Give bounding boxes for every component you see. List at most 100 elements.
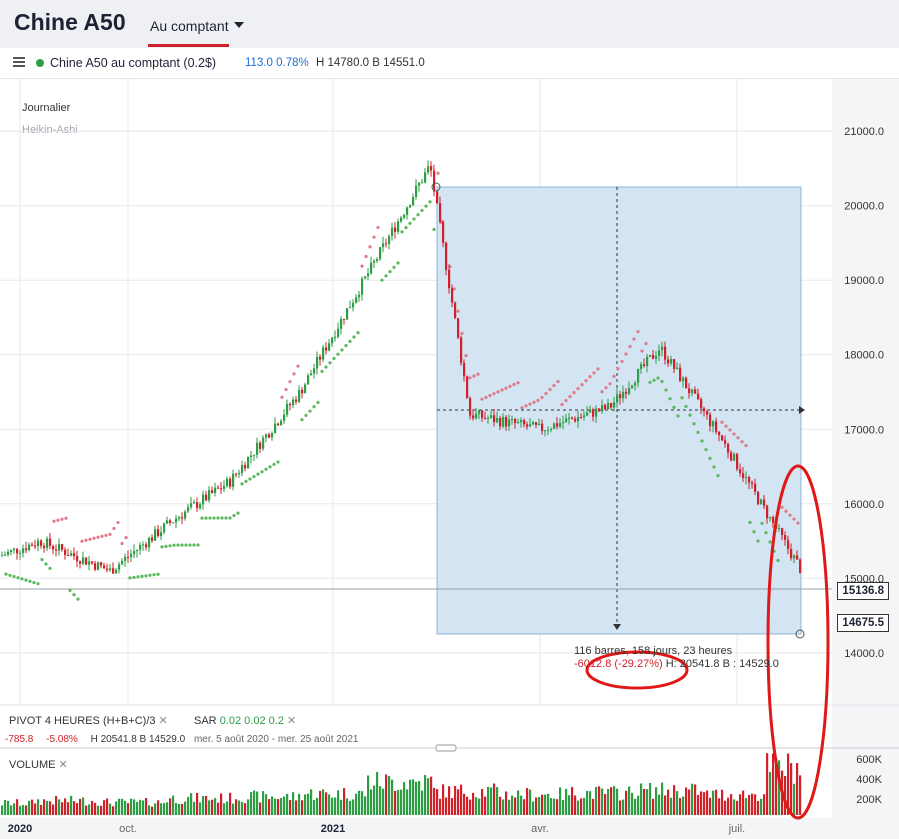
candle-body — [28, 544, 31, 551]
volume-bar — [460, 784, 463, 815]
sar-dot — [640, 349, 644, 353]
volume-bar — [520, 795, 523, 815]
sar-dot — [276, 460, 280, 464]
chevron-down-icon[interactable] — [234, 22, 244, 28]
volume-bar — [361, 791, 364, 815]
sar-dot — [144, 574, 148, 578]
y-tick-label: 16000.0 — [844, 499, 884, 511]
candle-body — [664, 346, 667, 360]
candle-body — [445, 242, 448, 270]
volume-bar — [586, 790, 589, 815]
close-icon[interactable]: ✕ — [158, 715, 168, 727]
candle-body — [790, 548, 793, 559]
volume-indicator[interactable]: VOLUME ✕ — [9, 758, 68, 771]
sar-dot — [436, 171, 440, 175]
candle-body — [643, 364, 646, 366]
instrument-name[interactable]: Chine A50 au comptant (0.2$) — [50, 56, 217, 70]
candle-body — [574, 418, 577, 422]
candle-body — [139, 544, 142, 550]
volume-bar — [178, 803, 181, 815]
volume-bar — [700, 791, 703, 815]
volume-bar — [25, 805, 28, 815]
candle-body — [478, 410, 481, 414]
candle-body — [622, 391, 625, 399]
candle-body — [361, 278, 364, 295]
candle-body — [514, 419, 517, 424]
arrow-down-icon — [613, 624, 621, 630]
volume-bar — [34, 803, 37, 815]
volume-bar — [778, 760, 781, 815]
candle-body — [268, 434, 271, 438]
candle-body — [358, 294, 361, 298]
candle-body — [271, 433, 274, 438]
pivot-label: PIVOT — [9, 715, 42, 727]
sar-dot — [636, 330, 640, 334]
volume-bar — [97, 805, 100, 815]
volume-bar — [523, 799, 526, 815]
timeframe-label[interactable]: Journalier — [22, 102, 71, 114]
stat-pct: -5.08% — [46, 734, 78, 745]
volume-bar — [319, 790, 322, 815]
volume-bar — [466, 796, 469, 815]
pivot-indicator[interactable]: PIVOT 4 HEURES (H+B+C)/3 ✕ — [9, 714, 168, 727]
market-status-icon — [36, 59, 44, 67]
close-icon[interactable]: ✕ — [287, 715, 297, 727]
sar-dot — [616, 367, 620, 371]
volume-bar — [232, 803, 235, 815]
volume-bar — [499, 796, 502, 815]
sar-dot — [492, 392, 496, 396]
volume-bar — [118, 798, 121, 815]
candle-body — [19, 553, 22, 555]
candle-body — [781, 528, 784, 536]
volume-bar — [289, 799, 292, 815]
sar-dot — [296, 364, 300, 368]
candle-body — [679, 367, 682, 382]
measure-end-handle — [795, 629, 805, 639]
candle-body — [409, 205, 412, 208]
candle-body — [280, 420, 283, 426]
candle-body — [193, 502, 196, 504]
sar-indicator[interactable]: SAR 0.02 0.02 0.2 ✕ — [194, 714, 296, 727]
candle-body — [256, 442, 259, 455]
candle-body — [403, 214, 406, 218]
stat-high: H 20541.8 — [90, 734, 137, 745]
candle-body — [439, 203, 442, 222]
volume-bar — [769, 772, 772, 815]
sar-dot — [532, 400, 536, 404]
candle-body — [214, 487, 217, 493]
volume-bar — [28, 800, 31, 815]
sar-dot — [664, 388, 668, 392]
chart-style-label[interactable]: Heikin-Ashi — [22, 124, 78, 136]
volume-bar — [490, 787, 493, 815]
tab-spot[interactable]: Au comptant — [150, 18, 229, 34]
volume-bar — [694, 784, 697, 815]
sar-dot — [16, 576, 20, 580]
volume-bar — [238, 800, 241, 815]
volume-bar — [130, 798, 133, 815]
candle-body — [661, 346, 664, 351]
candle-body — [355, 297, 358, 303]
x-tick-label: avr. — [531, 823, 549, 835]
sar-dot — [48, 566, 52, 571]
volume-bar — [589, 791, 592, 815]
volume-bar — [526, 788, 529, 815]
measure-bars-info: 116 barres, 158 jours, 23 heures — [574, 645, 733, 657]
sar-dot — [592, 371, 596, 375]
candle-body — [67, 555, 70, 557]
volume-bar — [601, 788, 604, 815]
sar-dot — [280, 395, 284, 399]
candle-body — [91, 561, 94, 564]
hamburger-menu-icon[interactable] — [13, 57, 25, 67]
volume-bar — [172, 795, 175, 815]
sar-dot — [488, 393, 492, 398]
volume-bar — [469, 799, 472, 815]
volume-bar — [451, 798, 454, 815]
candle-body — [148, 537, 151, 548]
volume-bar — [256, 791, 259, 815]
volume-bar — [106, 798, 109, 815]
close-icon[interactable]: ✕ — [58, 759, 68, 771]
sar-dot — [56, 518, 60, 522]
volume-bar — [511, 795, 514, 815]
candle-body — [631, 385, 634, 388]
sar-dot — [192, 543, 196, 547]
